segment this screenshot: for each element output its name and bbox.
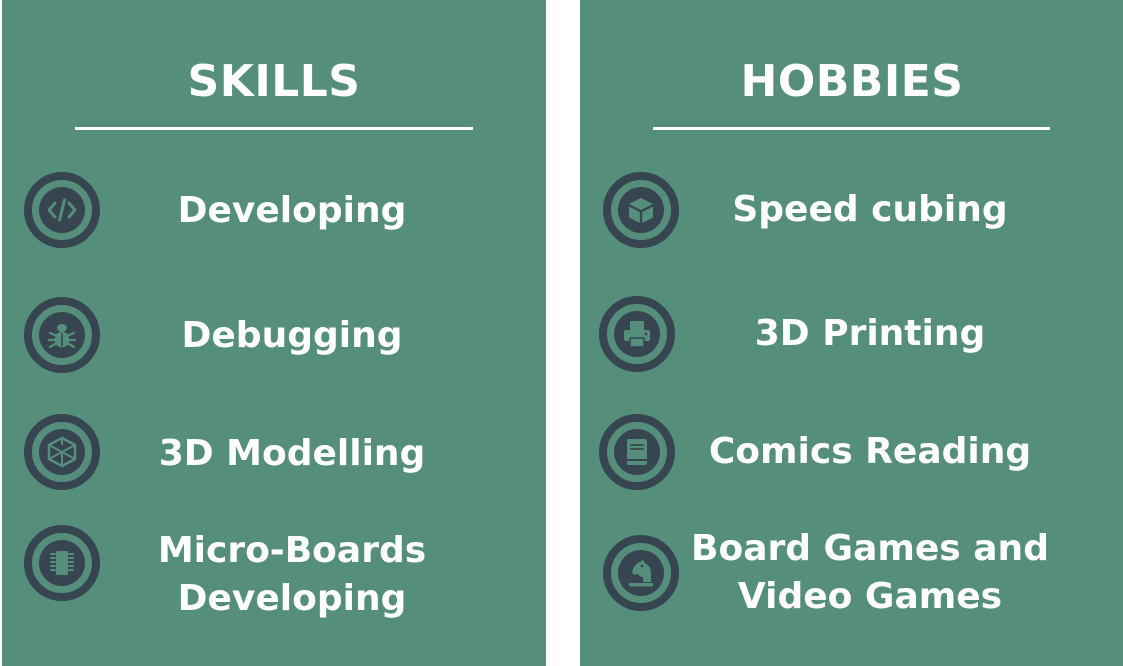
- hobby-item-speed-cubing: Speed cubing: [732, 189, 1008, 230]
- cube-outline-icon: [24, 414, 100, 490]
- hobby-item-3d-printing: 3D Printing: [754, 313, 986, 354]
- printer-icon: [599, 296, 675, 372]
- hobbies-panel: HOBBIES Speed cubing 3D Printing: [580, 0, 1123, 666]
- chip-icon: [24, 525, 100, 601]
- hobby-item-comics-reading: Comics Reading: [708, 431, 1032, 472]
- book-icon: [599, 414, 675, 490]
- skills-title: SKILLS: [187, 56, 361, 107]
- chess-knight-icon: [603, 535, 679, 611]
- skill-item-3d-modelling: 3D Modelling: [158, 433, 426, 474]
- hobby-item-board-games-line1: Board Games and: [691, 528, 1049, 569]
- hobby-item-board-games-line2: Video Games: [737, 576, 1003, 617]
- skills-title-divider: [75, 127, 473, 130]
- bug-icon: [24, 297, 100, 373]
- cube-icon: [603, 172, 679, 248]
- hobbies-title-divider: [653, 127, 1050, 130]
- skill-item-micro-boards-line1: Micro-Boards: [157, 530, 427, 571]
- code-icon: [24, 172, 100, 248]
- skill-item-debugging: Debugging: [181, 315, 403, 356]
- skill-item-micro-boards-line2: Developing: [177, 578, 407, 619]
- hobbies-title: HOBBIES: [740, 56, 964, 107]
- skills-panel: SKILLS Developing Debugging: [2, 0, 546, 666]
- skill-item-developing: Developing: [177, 190, 407, 231]
